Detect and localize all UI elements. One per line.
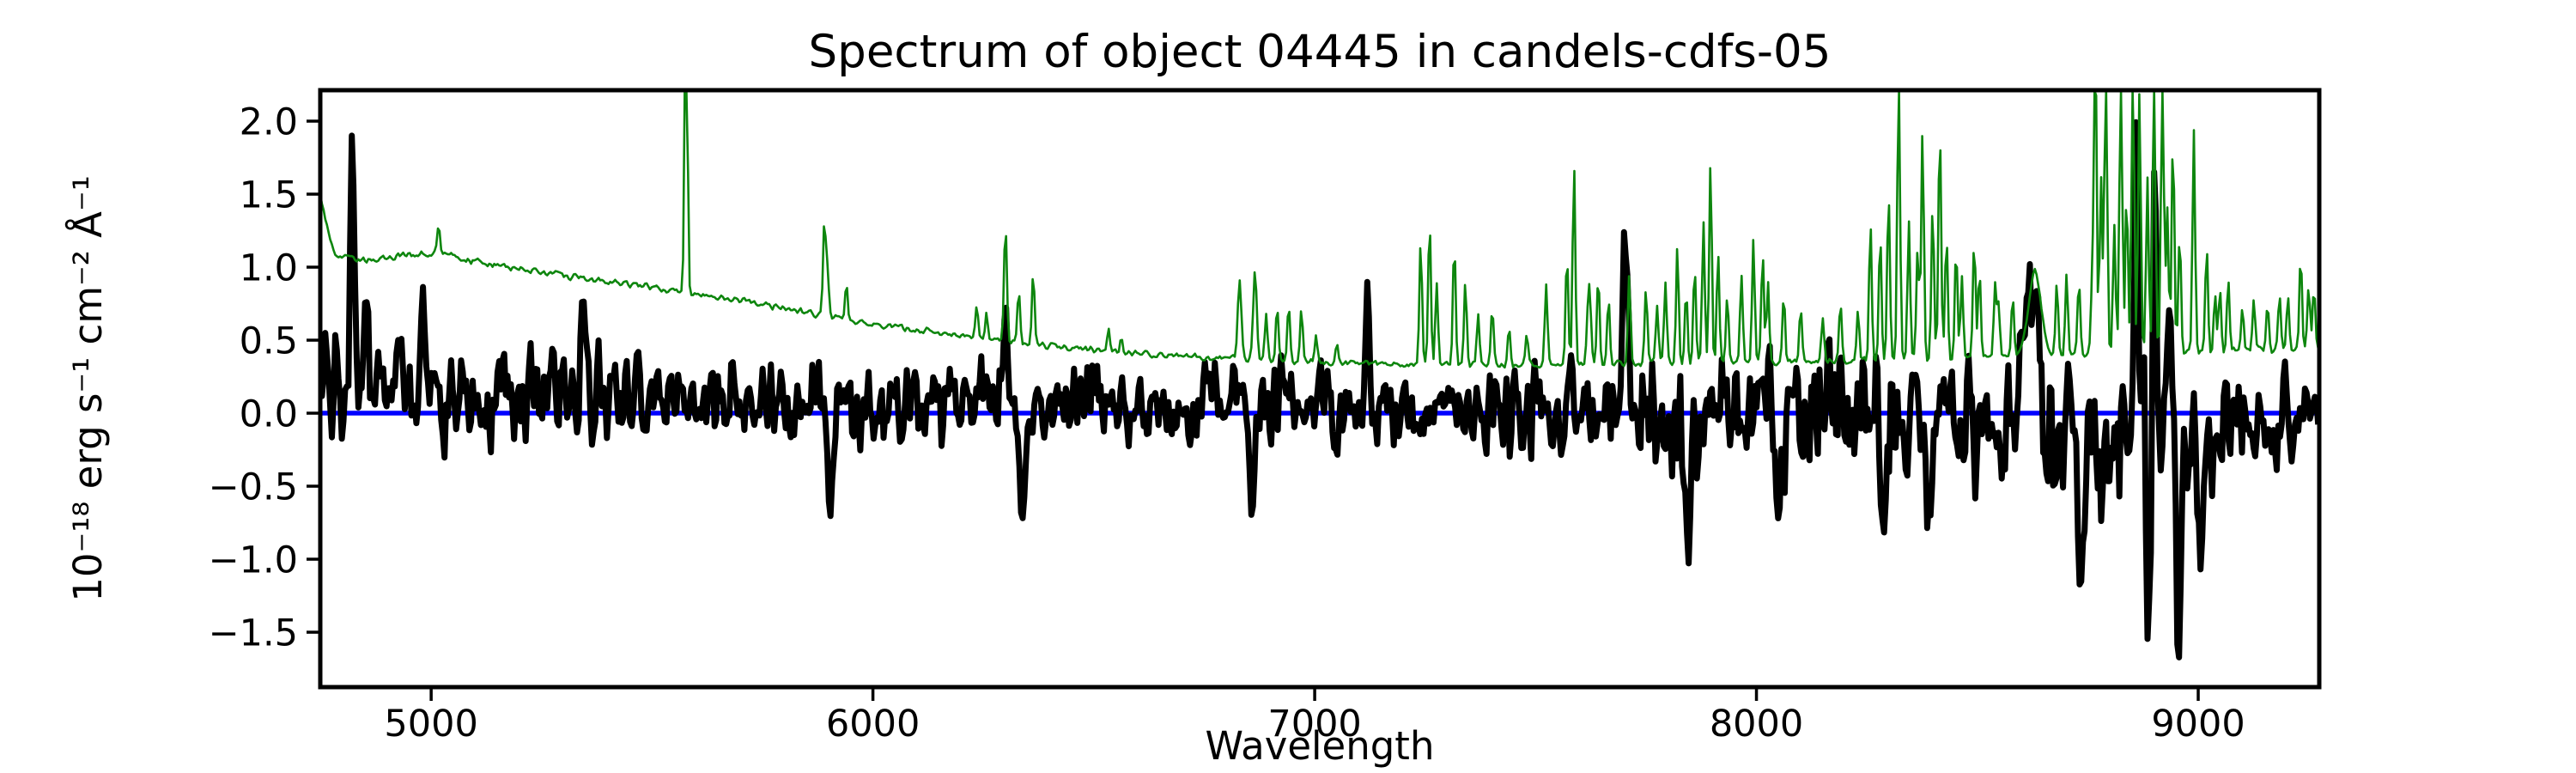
x-tick-label: 7000	[1267, 703, 1361, 746]
x-tick-label: 5000	[384, 703, 477, 746]
x-tick-label: 9000	[2151, 703, 2245, 746]
flux-series	[320, 119, 2319, 660]
y-tick-label: −0.5	[209, 466, 298, 509]
y-tick-label: −1.0	[209, 539, 298, 582]
plot-area	[320, 90, 2319, 660]
noise-spectrum-series	[320, 90, 2319, 369]
y-tick-label: 1.5	[240, 174, 298, 217]
y-axis-label: 10⁻¹⁸ erg s⁻¹ cm⁻² Å⁻¹	[65, 175, 111, 601]
axes: 5000 6000 7000 8000 9000 −1.5 −1.0 −0.5 0.0 0.5 1.…	[209, 101, 2245, 746]
plot-title: Spectrum of object 04445 in candels-cdfs…	[809, 26, 1832, 78]
x-tick-label: 8000	[1710, 703, 1803, 746]
y-tick-label: 1.0	[240, 247, 298, 290]
y-tick-label: 0.0	[240, 393, 298, 436]
axes-spines	[318, 88, 2322, 690]
y-tick-label: 0.5	[240, 320, 298, 363]
y-tick-label: 2.0	[240, 101, 298, 144]
y-tick-label: −1.5	[209, 612, 298, 655]
x-axis-label: Wavelength	[1206, 723, 1435, 769]
x-tick-label: 6000	[826, 703, 920, 746]
